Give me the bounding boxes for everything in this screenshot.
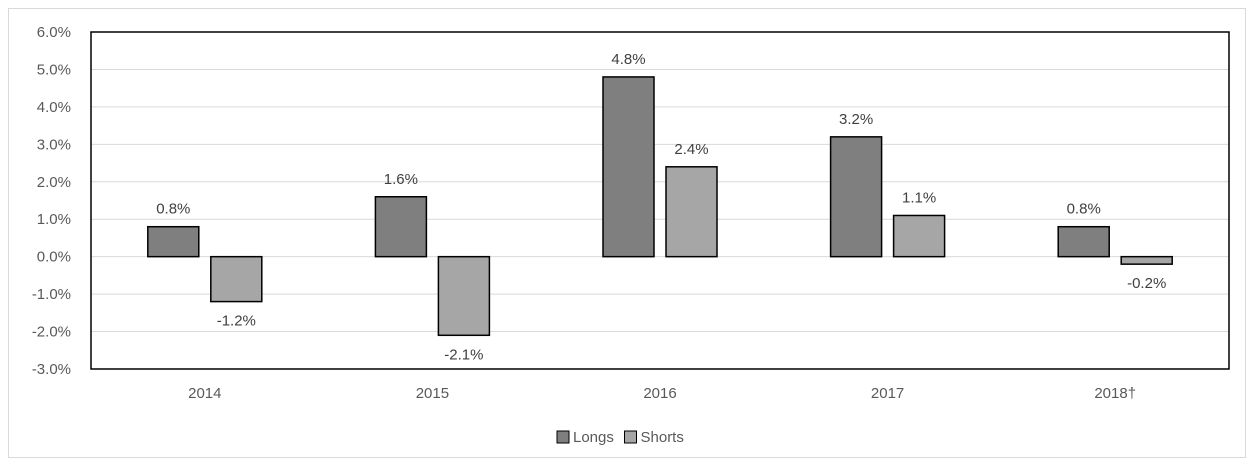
bar-shorts-0 bbox=[210, 255, 263, 303]
data-label-shorts: -2.1% bbox=[444, 346, 483, 363]
y-tick-label: -3.0% bbox=[32, 361, 71, 378]
y-tick-label: 4.0% bbox=[37, 99, 71, 116]
y-tick-label: 0.0% bbox=[37, 249, 71, 266]
bar-longs-4 bbox=[1057, 225, 1110, 258]
plot-area-border bbox=[90, 31, 1230, 370]
y-tick-label: 1.0% bbox=[37, 211, 71, 228]
bar-shorts-4 bbox=[1120, 255, 1173, 265]
data-label-shorts: 2.4% bbox=[674, 141, 708, 158]
data-label-longs: 1.6% bbox=[384, 171, 418, 188]
bar-longs-0 bbox=[147, 225, 200, 258]
x-tick-label: 2017 bbox=[871, 385, 904, 402]
legend-label-shorts: Shorts bbox=[641, 429, 684, 446]
data-label-longs: 0.8% bbox=[1067, 201, 1101, 218]
bar-longs-2 bbox=[602, 76, 655, 258]
data-label-longs: 3.2% bbox=[839, 111, 873, 128]
bar-shorts-1 bbox=[437, 255, 491, 337]
data-label-shorts: -1.2% bbox=[217, 313, 256, 330]
y-tick-label: -2.0% bbox=[32, 324, 71, 341]
legend-swatch-shorts bbox=[624, 430, 637, 444]
bar-shorts-2 bbox=[665, 166, 718, 258]
data-label-longs: 4.8% bbox=[611, 51, 645, 68]
y-tick-label: 6.0% bbox=[37, 24, 71, 41]
x-tick-label: 2018† bbox=[1094, 385, 1136, 402]
y-tick-label: 3.0% bbox=[37, 136, 71, 153]
data-label-shorts: -0.2% bbox=[1127, 275, 1166, 292]
data-label-shorts: 1.1% bbox=[902, 189, 936, 206]
data-label-longs: 0.8% bbox=[156, 201, 190, 218]
bar-longs-3 bbox=[829, 136, 883, 258]
x-tick-label: 2014 bbox=[188, 385, 221, 402]
legend-swatch-longs bbox=[556, 430, 570, 444]
y-tick-label: 5.0% bbox=[37, 61, 71, 78]
x-tick-label: 2015 bbox=[416, 385, 449, 402]
x-tick-label: 2016 bbox=[643, 385, 676, 402]
y-tick-label: 2.0% bbox=[37, 174, 71, 191]
legend-label-longs: Longs bbox=[573, 429, 614, 446]
y-tick-label: -1.0% bbox=[32, 286, 71, 303]
bar-longs-1 bbox=[374, 196, 428, 258]
bar-shorts-3 bbox=[892, 214, 946, 258]
